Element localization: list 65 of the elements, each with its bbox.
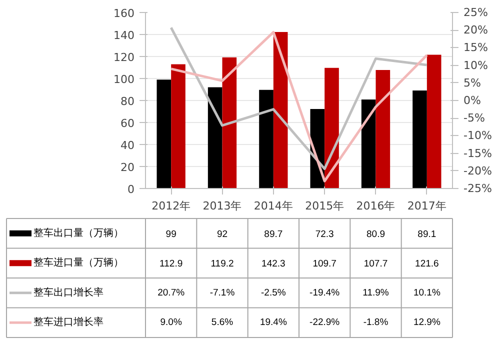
data-label: 112.9 (160, 258, 183, 270)
bar (361, 100, 376, 188)
y-tick-label: 120 (114, 51, 135, 64)
data-label: 80.9 (366, 228, 386, 240)
y-tick-label: 80 (120, 95, 135, 108)
data-label: 99 (166, 228, 176, 240)
data-label: 12.9% (413, 317, 441, 328)
y2-tick-label: 25% (464, 6, 488, 19)
data-label: 10.1% (413, 287, 441, 298)
y-tick-label: 100 (114, 73, 135, 86)
x-tick-label: 2015年 (305, 200, 344, 212)
data-label: 109.7 (312, 258, 336, 270)
bar (259, 90, 274, 188)
data-label: -7.1% (210, 287, 236, 298)
data-label: 9.0% (160, 317, 182, 328)
x-tick-label: 2012年 (152, 200, 191, 212)
data-label: 107.7 (364, 258, 388, 270)
data-label: 20.7% (158, 287, 186, 298)
data-label: 5.6% (211, 317, 234, 328)
data-label: 19.4% (260, 317, 288, 328)
data-label: 89.1 (418, 228, 436, 240)
y2-tick-label: 20% (464, 24, 488, 37)
y2-tick-label: 10% (464, 58, 488, 72)
bar (412, 90, 427, 188)
data-label: -22.9% (310, 317, 340, 328)
data-label: 72.3 (315, 228, 334, 240)
y-tick-label: 0 (128, 183, 134, 196)
data-label: -19.4% (310, 287, 340, 298)
data-label: -2.5% (261, 287, 286, 298)
y2-tick-label: -10% (464, 129, 492, 142)
data-label: 119.2 (210, 258, 234, 270)
data-label: 121.6 (415, 258, 439, 270)
data-label: 92 (216, 228, 228, 240)
bar (208, 87, 222, 188)
y2-tick-label: 5% (464, 76, 481, 90)
y2-tick-label: -20% (464, 164, 492, 178)
x-tick-label: 2014年 (254, 200, 293, 212)
y-tick-label: 60 (120, 117, 135, 130)
y2-tick-label: 0% (464, 94, 481, 107)
legend-label: 整车出口量（万辆） (34, 226, 124, 239)
data-label: 89.7 (264, 228, 283, 240)
bar (376, 70, 390, 188)
x-tick-label: 2017年 (407, 200, 446, 212)
legend-label: 整车进口增长率 (34, 316, 104, 328)
bar (222, 57, 237, 188)
bar (426, 54, 442, 188)
data-label: 11.9% (362, 287, 390, 298)
y2-tick-label: -25% (464, 182, 492, 195)
y-tick-label: 20 (120, 161, 135, 174)
legend-label: 整车出口增长率 (34, 286, 104, 298)
y-tick-label: 40 (120, 139, 135, 152)
x-tick-label: 2016年 (356, 200, 396, 212)
bar (273, 32, 288, 188)
legend-label: 整车进口量（万辆） (34, 256, 124, 269)
bar (324, 68, 339, 188)
y2-tick-label: 15% (464, 41, 488, 54)
y2-tick-label: -5% (464, 112, 485, 125)
data-label: -1.8% (363, 317, 389, 328)
x-tick-label: 2013年 (202, 200, 242, 212)
y2-tick-label: -15% (464, 146, 492, 160)
y-tick-label: 160 (114, 7, 135, 20)
y-tick-label: 140 (114, 29, 135, 42)
bar (171, 64, 186, 188)
data-label: 142.3 (262, 258, 286, 270)
bar (156, 80, 172, 188)
